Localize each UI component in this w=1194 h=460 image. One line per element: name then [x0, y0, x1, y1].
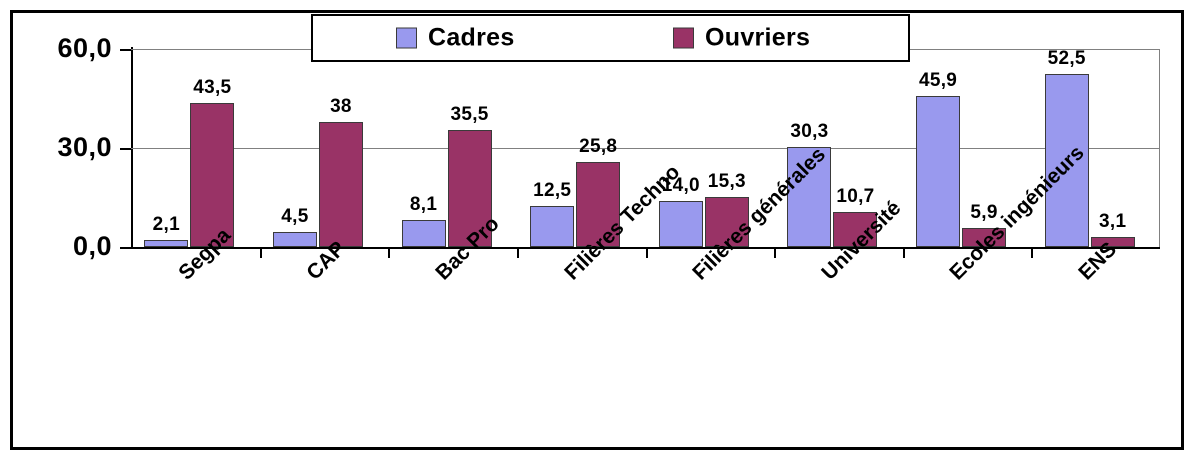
x-axis-tick	[902, 247, 905, 258]
bar-group: 14,0 15,3	[658, 49, 749, 247]
bar-ouvriers-1[interactable]	[318, 121, 363, 247]
bar-group: 52,5 3,1	[1044, 49, 1135, 247]
bar-value-label: 45,9	[918, 69, 958, 91]
bar-ouvriers-4[interactable]	[704, 196, 749, 247]
bar-group: 4,5 38	[272, 49, 363, 247]
legend-entry-cadres[interactable]: Cadres	[396, 23, 515, 52]
bar-value-label: 43,5	[193, 77, 232, 99]
bar-ouvriers-3[interactable]	[576, 161, 621, 247]
chart-legend: Cadres Ouvriers	[311, 14, 910, 62]
bar-group: 30,3 10,7	[787, 49, 878, 247]
bar-value-label: 10,7	[836, 185, 875, 207]
bar-ouvriers-5[interactable]	[833, 211, 878, 247]
bar-ouvriers-0[interactable]	[190, 103, 235, 247]
bar-value-label: 14,0	[661, 174, 700, 196]
x-axis-baseline	[131, 247, 1160, 249]
bar-value-label: 38	[330, 95, 352, 117]
y-axis-label: 60,0	[57, 33, 112, 63]
y-axis-label: 0,0	[72, 231, 112, 261]
y-axis-tick	[120, 148, 131, 150]
bar-cadres-3[interactable]	[530, 205, 575, 247]
bar-ouvriers-2[interactable]	[447, 129, 492, 247]
bar-value-label: 25,8	[579, 135, 618, 157]
gridline-300	[131, 148, 1160, 149]
bar-cadres-0[interactable]	[144, 240, 189, 247]
legend-entry-ouvriers[interactable]: Ouvriers	[673, 23, 811, 52]
x-axis-tick	[516, 247, 519, 258]
y-axis-label: 30,0	[57, 132, 112, 162]
bar-value-label: 15,3	[707, 170, 746, 192]
bar-cadres-6[interactable]	[916, 95, 961, 247]
x-axis-tick	[259, 247, 262, 258]
bar-cadres-4[interactable]	[658, 200, 703, 247]
bar-value-label: 8,1	[409, 194, 438, 216]
bar-value-label: 30,3	[790, 121, 829, 143]
bar-group: 8,1 35,5	[401, 49, 492, 247]
bar-value-label: 4,5	[281, 206, 309, 228]
legend-swatch-ouvriers	[673, 27, 694, 49]
legend-label-ouvriers: Ouvriers	[705, 23, 811, 52]
bar-group: 12,5 25,8	[530, 49, 621, 247]
bar-value-label: 3,1	[1099, 210, 1127, 232]
bar-cadres-2[interactable]	[401, 220, 446, 247]
y-axis-tick	[120, 49, 131, 51]
bar-cadres-1[interactable]	[272, 232, 317, 247]
bar-cadres-7[interactable]	[1044, 73, 1089, 247]
bar-value-label: 5,9	[970, 201, 998, 223]
bar-cadres-5[interactable]	[787, 147, 832, 247]
x-axis-tick	[645, 247, 648, 258]
bar-ouvriers-6[interactable]	[962, 227, 1007, 247]
bar-value-label: 52,5	[1047, 47, 1086, 69]
bar-group: 2,1 43,5	[144, 49, 235, 247]
bar-ouvriers-7[interactable]	[1090, 236, 1135, 247]
bar-value-label: 35,5	[450, 103, 489, 125]
x-axis-tick	[388, 247, 391, 258]
x-axis-tick	[1031, 247, 1034, 258]
legend-label-cadres: Cadres	[428, 23, 515, 52]
bar-value-label: 12,5	[533, 179, 572, 201]
bar-group: 45,9 5,9	[916, 49, 1007, 247]
x-axis-tick	[774, 247, 777, 258]
y-axis-tick	[120, 247, 131, 249]
bar-value-label: 2,1	[152, 214, 180, 236]
legend-swatch-cadres	[396, 27, 417, 49]
